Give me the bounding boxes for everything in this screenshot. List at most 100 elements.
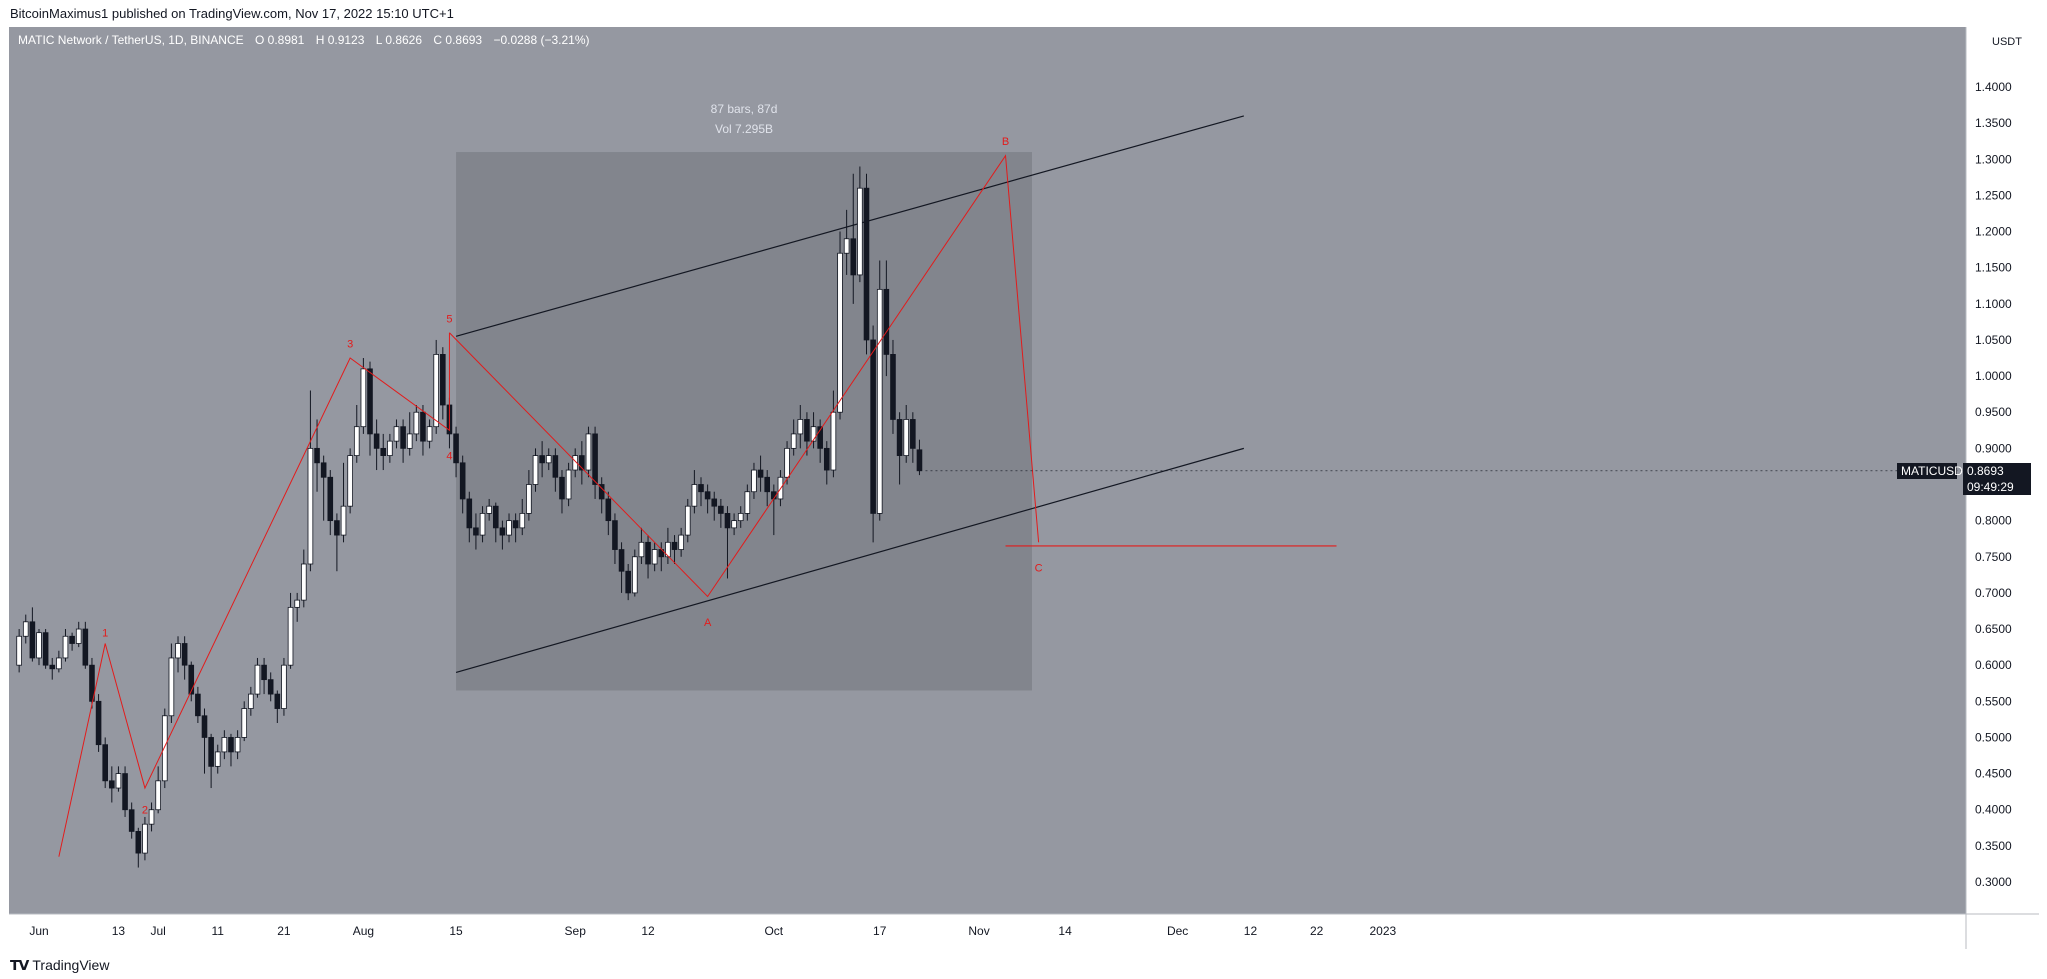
candle-body [698, 484, 704, 493]
candle-body [870, 339, 876, 514]
candle [823, 441, 830, 485]
candle [539, 441, 545, 478]
price-tick-label: 0.4000 [1975, 803, 2012, 817]
candle-body [387, 440, 393, 456]
candle-body [287, 606, 294, 666]
candle [228, 733, 234, 767]
candle-body [823, 447, 830, 471]
time-tick-label: 12 [641, 924, 655, 938]
range-label-bars: 87 bars, 87d [711, 102, 778, 116]
candle [711, 491, 718, 521]
candle-body [234, 737, 241, 753]
candle-body [598, 484, 605, 500]
price-tick-label: 1.0000 [1975, 369, 2012, 383]
footer: 𝗧𝗩 TradingView [10, 955, 109, 975]
candle [168, 643, 175, 723]
candle-body [572, 455, 579, 471]
candle-body [400, 426, 406, 449]
candle-body [307, 447, 314, 565]
candle [737, 506, 744, 528]
candle [473, 513, 479, 550]
candle [426, 419, 433, 449]
candle-body [459, 462, 466, 500]
candle [413, 405, 420, 442]
time-tick-label: 2023 [1370, 924, 1397, 938]
candle-body [665, 541, 671, 558]
candle [69, 632, 75, 651]
price-tick-label: 1.2500 [1975, 188, 2012, 202]
candle-body [214, 751, 221, 767]
candle-body [645, 541, 651, 565]
candle-body [314, 447, 320, 464]
candle [82, 621, 89, 669]
legend-open-value: 0.8981 [267, 33, 305, 47]
candle [22, 614, 29, 644]
candle [56, 650, 62, 673]
candle-body [592, 433, 598, 485]
candle [135, 827, 142, 868]
candle-body [75, 628, 82, 644]
candle-body [248, 693, 254, 709]
time-tick-label: 17 [873, 924, 887, 938]
time-tick-label: 22 [1310, 924, 1324, 938]
candle-body [671, 541, 678, 550]
candle-body [883, 288, 890, 355]
candle [645, 535, 651, 579]
candle [585, 426, 592, 478]
candle [598, 477, 605, 514]
candle-body [327, 476, 334, 522]
candle [572, 448, 579, 478]
candle-body [340, 505, 347, 536]
candle-body [115, 773, 122, 789]
candle [459, 455, 466, 514]
price-tick-label: 0.7000 [1975, 586, 2012, 600]
candle [373, 419, 380, 471]
time-axis-background [9, 914, 2039, 949]
time-tick-label: 14 [1058, 924, 1072, 938]
candle-body [810, 426, 817, 442]
price-tick-label: 1.1000 [1975, 297, 2012, 311]
legend-change: −0.0288 (−3.21%) [493, 33, 590, 47]
candle-body [334, 520, 340, 536]
price-badge-countdown: 09:49:29 [1967, 480, 2014, 494]
candle [353, 405, 360, 463]
candle [684, 498, 691, 543]
candle-body [208, 737, 214, 767]
candle-body [638, 541, 645, 558]
candle-body [353, 426, 360, 456]
time-tick-label: Aug [353, 924, 374, 938]
candle-body [486, 505, 492, 514]
candle [751, 462, 757, 499]
candle-body [691, 484, 698, 507]
candle-body [426, 426, 433, 442]
candle [181, 636, 188, 680]
candle-body [651, 549, 658, 565]
candle [320, 455, 327, 521]
candle-body [473, 527, 479, 536]
candle [605, 491, 612, 536]
candle [453, 426, 459, 478]
time-tick-label: Nov [968, 924, 989, 938]
legend-high-value: 0.9123 [327, 33, 365, 47]
candle [764, 470, 770, 507]
candle-body [29, 621, 36, 659]
price-tick-label: 0.6000 [1975, 658, 2012, 672]
candle-body [221, 737, 228, 753]
candle-body [744, 491, 751, 514]
candle-body [142, 823, 148, 854]
candle-body [532, 455, 539, 485]
price-badge-value-box: 0.8693 09:49:29 [1963, 463, 2031, 495]
candle-body [122, 773, 128, 811]
candle-body [36, 632, 42, 659]
candle-body [128, 809, 135, 832]
candle [287, 592, 294, 669]
candle [406, 412, 413, 456]
candle [691, 470, 698, 514]
candle-body [526, 484, 532, 514]
candle-body [102, 744, 109, 782]
candle [797, 405, 804, 449]
candle [698, 477, 704, 507]
channel-lower-line [455, 447, 1245, 673]
